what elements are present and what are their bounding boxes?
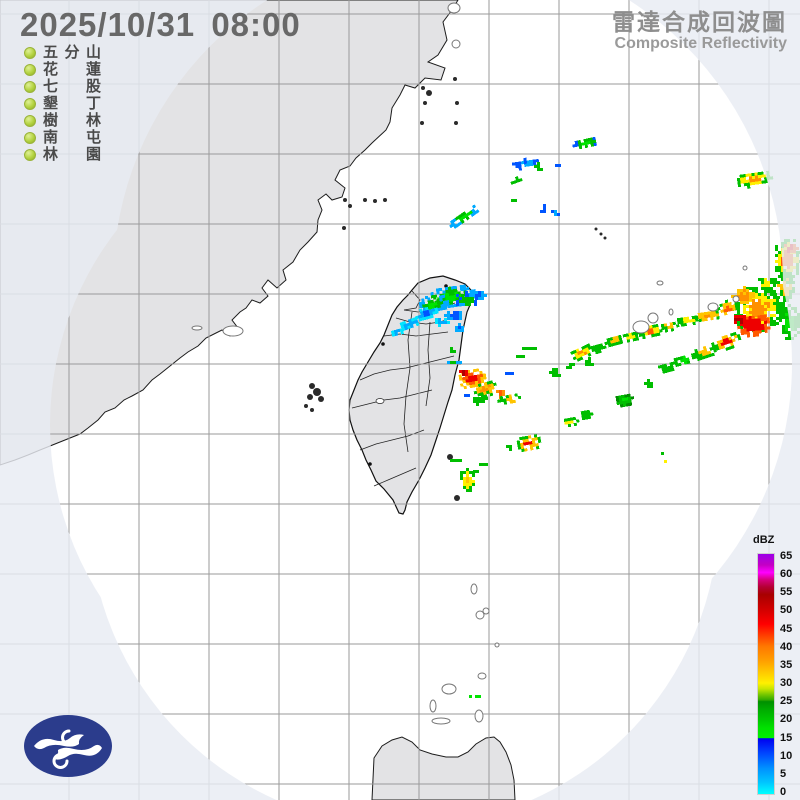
cwb-logo <box>24 715 112 777</box>
station-status-dot-icon <box>24 114 36 127</box>
timestamp: 2025/10/31 08:00 <box>20 6 301 43</box>
station-name: 墾丁 <box>43 95 101 112</box>
radar-station-item: 五分山 <box>24 44 101 61</box>
station-status-dot-icon <box>24 131 36 144</box>
page-title: 雷達合成回波圖 Composite Reflectivity <box>612 9 787 53</box>
radar-station-item: 墾丁 <box>24 95 101 112</box>
station-status-dot-icon <box>24 97 36 110</box>
title-english: Composite Reflectivity <box>614 35 787 53</box>
station-name: 林園 <box>43 146 101 163</box>
station-status-dot-icon <box>24 80 36 93</box>
station-name: 花蓮 <box>43 61 101 78</box>
station-name: 七股 <box>43 78 101 95</box>
station-name: 樹林 <box>43 112 101 129</box>
radar-station-item: 樹林 <box>24 112 101 129</box>
radar-station-item: 林園 <box>24 146 101 163</box>
station-name: 南屯 <box>43 129 101 146</box>
title-chinese: 雷達合成回波圖 <box>612 9 787 35</box>
radar-station-item: 七股 <box>24 78 101 95</box>
station-status-dot-icon <box>24 148 36 161</box>
station-name: 五分山 <box>43 44 101 61</box>
radar-station-list: 五分山花蓮七股墾丁樹林南屯林園 <box>24 44 101 163</box>
station-status-dot-icon <box>24 46 36 59</box>
radar-station-item: 南屯 <box>24 129 101 146</box>
radar-station-item: 花蓮 <box>24 61 101 78</box>
station-status-dot-icon <box>24 63 36 76</box>
